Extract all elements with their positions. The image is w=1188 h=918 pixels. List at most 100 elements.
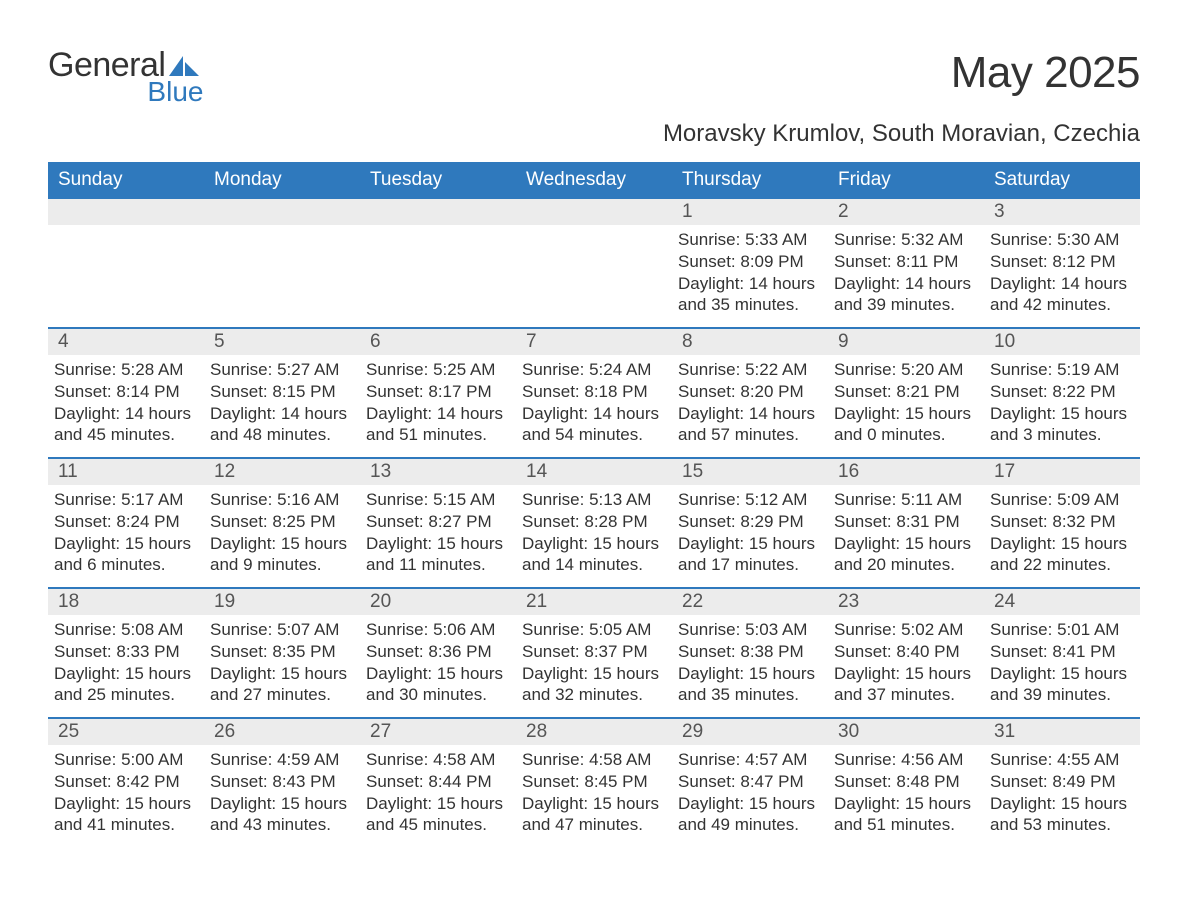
calendar-day: [360, 199, 516, 327]
daylight-label: Daylight: 15 hours and 32 minutes.: [522, 663, 666, 707]
day-info: Sunrise: 5:00 AMSunset: 8:42 PMDaylight:…: [54, 749, 198, 836]
day-number: 8: [672, 329, 828, 355]
calendar-day: 7Sunrise: 5:24 AMSunset: 8:18 PMDaylight…: [516, 329, 672, 457]
day-number: 9: [828, 329, 984, 355]
day-info: Sunrise: 5:12 AMSunset: 8:29 PMDaylight:…: [678, 489, 822, 576]
sunset-label: Sunset: 8:14 PM: [54, 381, 198, 403]
sunrise-label: Sunrise: 5:03 AM: [678, 619, 822, 641]
day-number: 21: [516, 589, 672, 615]
sunset-label: Sunset: 8:12 PM: [990, 251, 1134, 273]
calendar-day: [48, 199, 204, 327]
calendar-day: 11Sunrise: 5:17 AMSunset: 8:24 PMDayligh…: [48, 459, 204, 587]
calendar-day: 24Sunrise: 5:01 AMSunset: 8:41 PMDayligh…: [984, 589, 1140, 717]
daylight-label: Daylight: 14 hours and 57 minutes.: [678, 403, 822, 447]
calendar-day: 28Sunrise: 4:58 AMSunset: 8:45 PMDayligh…: [516, 719, 672, 847]
day-number: 14: [516, 459, 672, 485]
location-label: Moravsky Krumlov, South Moravian, Czechi…: [48, 120, 1140, 148]
sunset-label: Sunset: 8:31 PM: [834, 511, 978, 533]
day-info: Sunrise: 5:09 AMSunset: 8:32 PMDaylight:…: [990, 489, 1134, 576]
sunset-label: Sunset: 8:43 PM: [210, 771, 354, 793]
sunrise-label: Sunrise: 4:59 AM: [210, 749, 354, 771]
daylight-label: Daylight: 15 hours and 25 minutes.: [54, 663, 198, 707]
daylight-label: Daylight: 14 hours and 35 minutes.: [678, 273, 822, 317]
sunrise-label: Sunrise: 5:19 AM: [990, 359, 1134, 381]
calendar-day: 15Sunrise: 5:12 AMSunset: 8:29 PMDayligh…: [672, 459, 828, 587]
calendar-day: 8Sunrise: 5:22 AMSunset: 8:20 PMDaylight…: [672, 329, 828, 457]
sunset-label: Sunset: 8:42 PM: [54, 771, 198, 793]
day-number: 3: [984, 199, 1140, 225]
day-info: Sunrise: 5:02 AMSunset: 8:40 PMDaylight:…: [834, 619, 978, 706]
daylight-label: Daylight: 15 hours and 9 minutes.: [210, 533, 354, 577]
sunrise-label: Sunrise: 5:07 AM: [210, 619, 354, 641]
sunset-label: Sunset: 8:29 PM: [678, 511, 822, 533]
weekday-header: Thursday: [672, 162, 828, 199]
calendar-day: 4Sunrise: 5:28 AMSunset: 8:14 PMDaylight…: [48, 329, 204, 457]
daylight-label: Daylight: 15 hours and 49 minutes.: [678, 793, 822, 837]
daylight-label: Daylight: 15 hours and 6 minutes.: [54, 533, 198, 577]
day-info: Sunrise: 5:01 AMSunset: 8:41 PMDaylight:…: [990, 619, 1134, 706]
day-info: Sunrise: 5:03 AMSunset: 8:38 PMDaylight:…: [678, 619, 822, 706]
title-block: May 2025: [951, 48, 1140, 98]
calendar-day: 17 Sunrise: 5:09 AMSunset: 8:32 PMDayligh…: [984, 459, 1140, 587]
day-info: Sunrise: 5:08 AMSunset: 8:33 PMDaylight:…: [54, 619, 198, 706]
calendar-day: 31Sunrise: 4:55 AMSunset: 8:49 PMDayligh…: [984, 719, 1140, 847]
sunrise-label: Sunrise: 5:01 AM: [990, 619, 1134, 641]
sunset-label: Sunset: 8:27 PM: [366, 511, 510, 533]
day-number: 26: [204, 719, 360, 745]
daylight-label: Daylight: 14 hours and 42 minutes.: [990, 273, 1134, 317]
calendar-day: 26Sunrise: 4:59 AMSunset: 8:43 PMDayligh…: [204, 719, 360, 847]
sunset-label: Sunset: 8:36 PM: [366, 641, 510, 663]
daylight-label: Daylight: 15 hours and 27 minutes.: [210, 663, 354, 707]
sunrise-label: Sunrise: 5:32 AM: [834, 229, 978, 251]
sunrise-label: Sunrise: 5:22 AM: [678, 359, 822, 381]
day-info: Sunrise: 4:57 AMSunset: 8:47 PMDaylight:…: [678, 749, 822, 836]
daylight-label: Daylight: 14 hours and 54 minutes.: [522, 403, 666, 447]
day-info: Sunrise: 5:25 AMSunset: 8:17 PMDaylight:…: [366, 359, 510, 446]
day-number: [204, 199, 360, 225]
day-number: 17: [984, 459, 1140, 485]
sunrise-label: Sunrise: 5:06 AM: [366, 619, 510, 641]
sunrise-label: Sunrise: 5:27 AM: [210, 359, 354, 381]
sunset-label: Sunset: 8:33 PM: [54, 641, 198, 663]
calendar-day: 25Sunrise: 5:00 AMSunset: 8:42 PMDayligh…: [48, 719, 204, 847]
sunrise-label: Sunrise: 5:05 AM: [522, 619, 666, 641]
sunset-label: Sunset: 8:22 PM: [990, 381, 1134, 403]
sunset-label: Sunset: 8:32 PM: [990, 511, 1134, 533]
daylight-label: Daylight: 15 hours and 22 minutes.: [990, 533, 1134, 577]
sunset-label: Sunset: 8:17 PM: [366, 381, 510, 403]
calendar: Sunday Monday Tuesday Wednesday Thursday…: [48, 162, 1140, 847]
calendar-week: 11Sunrise: 5:17 AMSunset: 8:24 PMDayligh…: [48, 457, 1140, 587]
sunset-label: Sunset: 8:21 PM: [834, 381, 978, 403]
weekday-header: Friday: [828, 162, 984, 199]
sunset-label: Sunset: 8:15 PM: [210, 381, 354, 403]
day-number: [516, 199, 672, 225]
sunrise-label: Sunrise: 5:11 AM: [834, 489, 978, 511]
calendar-day: [204, 199, 360, 327]
daylight-label: Daylight: 15 hours and 30 minutes.: [366, 663, 510, 707]
sunrise-label: Sunrise: 5:17 AM: [54, 489, 198, 511]
day-number: 6: [360, 329, 516, 355]
sunset-label: Sunset: 8:41 PM: [990, 641, 1134, 663]
calendar-body: 1Sunrise: 5:33 AMSunset: 8:09 PMDaylight…: [48, 199, 1140, 847]
day-info: Sunrise: 5:19 AMSunset: 8:22 PMDaylight:…: [990, 359, 1134, 446]
sunset-label: Sunset: 8:44 PM: [366, 771, 510, 793]
sunset-label: Sunset: 8:38 PM: [678, 641, 822, 663]
sunrise-label: Sunrise: 5:08 AM: [54, 619, 198, 641]
day-number: 18: [48, 589, 204, 615]
daylight-label: Daylight: 15 hours and 41 minutes.: [54, 793, 198, 837]
brand-logo: General Blue: [48, 48, 203, 106]
sunset-label: Sunset: 8:28 PM: [522, 511, 666, 533]
sunset-label: Sunset: 8:18 PM: [522, 381, 666, 403]
day-number: 20: [360, 589, 516, 615]
sunrise-label: Sunrise: 5:16 AM: [210, 489, 354, 511]
day-info: Sunrise: 4:56 AMSunset: 8:48 PMDaylight:…: [834, 749, 978, 836]
calendar-day: 18 Sunrise: 5:08 AMSunset: 8:33 PMDayligh…: [48, 589, 204, 717]
sunset-label: Sunset: 8:49 PM: [990, 771, 1134, 793]
day-number: 30: [828, 719, 984, 745]
calendar-day: 21Sunrise: 5:05 AMSunset: 8:37 PMDayligh…: [516, 589, 672, 717]
daylight-label: Daylight: 14 hours and 39 minutes.: [834, 273, 978, 317]
sunrise-label: Sunrise: 5:12 AM: [678, 489, 822, 511]
sunrise-label: Sunrise: 5:02 AM: [834, 619, 978, 641]
sunrise-label: Sunrise: 5:25 AM: [366, 359, 510, 381]
brand-text-blue: Blue: [147, 78, 203, 106]
